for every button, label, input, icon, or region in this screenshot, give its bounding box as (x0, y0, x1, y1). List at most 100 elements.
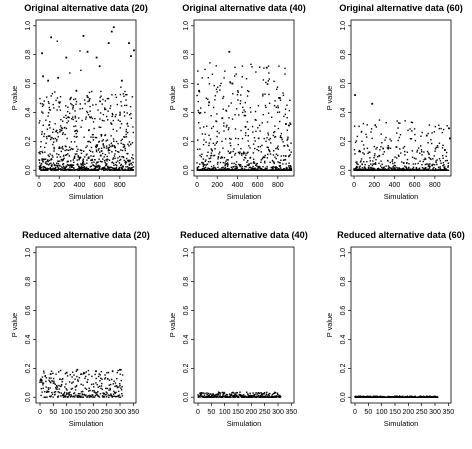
data-point (59, 101, 61, 103)
data-point (234, 114, 236, 116)
data-point (368, 164, 370, 167)
data-point (439, 166, 441, 168)
data-point (48, 102, 50, 105)
data-point (108, 144, 111, 146)
data-point (254, 395, 256, 397)
data-point (360, 158, 363, 160)
data-point (275, 157, 277, 160)
data-point (279, 120, 281, 123)
data-point (111, 396, 113, 398)
data-point (43, 165, 45, 168)
data-point (120, 139, 122, 142)
data-point (88, 396, 91, 398)
data-point (288, 162, 290, 164)
data-point (58, 371, 60, 373)
data-point (384, 139, 386, 141)
data-point (361, 163, 363, 165)
data-point (128, 42, 130, 45)
data-point (433, 155, 435, 157)
data-point (40, 167, 43, 169)
data-point (232, 396, 235, 398)
data-point (264, 162, 266, 164)
x-tick-label: 0 (37, 182, 41, 189)
data-point (245, 166, 247, 168)
data-point (125, 104, 128, 107)
data-point (51, 158, 53, 161)
data-point (366, 147, 369, 150)
data-point (442, 144, 444, 147)
data-point (289, 122, 291, 124)
data-point (246, 121, 249, 123)
data-point (242, 153, 245, 155)
data-point (115, 149, 117, 152)
data-point (209, 167, 211, 170)
data-point (442, 128, 445, 131)
data-point (208, 157, 210, 160)
data-point (115, 396, 117, 398)
data-point (118, 396, 120, 398)
data-point (122, 146, 125, 148)
data-point (120, 163, 122, 166)
data-point (392, 162, 394, 165)
data-point (111, 161, 114, 163)
data-point (219, 396, 221, 398)
data-point (103, 396, 106, 398)
data-point (246, 95, 249, 97)
data-point (240, 396, 243, 398)
data-point (199, 148, 201, 150)
data-point (41, 151, 44, 154)
data-point (245, 391, 248, 393)
data-point (100, 387, 102, 390)
data-point (253, 136, 256, 139)
data-point (232, 150, 234, 153)
data-point (72, 105, 75, 107)
y-tick-label: 0.4 (340, 334, 347, 344)
data-point (198, 89, 200, 92)
data-point (102, 113, 105, 116)
data-point (202, 395, 204, 398)
data-point (119, 127, 121, 129)
data-point (42, 384, 44, 386)
data-point (436, 163, 438, 166)
data-point (86, 159, 88, 161)
data-point (124, 160, 127, 163)
data-point (83, 394, 86, 396)
data-point (409, 395, 411, 397)
data-point (256, 162, 258, 165)
data-point (73, 392, 76, 394)
data-point (255, 168, 257, 170)
data-point (397, 139, 399, 142)
data-point (41, 391, 43, 393)
y-tick-label: 1.0 (25, 21, 32, 31)
data-point (132, 169, 135, 171)
data-point (84, 163, 86, 165)
data-point (95, 165, 97, 168)
data-point (40, 381, 43, 383)
data-point (114, 146, 116, 149)
data-point (444, 160, 447, 162)
y-tick-label: 1.0 (25, 248, 32, 258)
data-point (447, 165, 449, 167)
data-point (94, 394, 97, 397)
data-point (434, 150, 436, 152)
data-point (95, 150, 98, 153)
data-point (91, 90, 93, 93)
data-point (48, 377, 51, 379)
data-point (107, 148, 110, 151)
data-point (53, 141, 55, 143)
data-point (119, 169, 122, 171)
data-point (354, 94, 356, 97)
data-point (234, 152, 237, 155)
data-point (245, 132, 247, 134)
data-point (74, 153, 77, 155)
data-point (207, 392, 210, 395)
data-point (239, 165, 241, 168)
data-point (54, 137, 57, 140)
data-point (356, 135, 359, 138)
data-point (240, 154, 243, 156)
data-point (65, 393, 68, 396)
data-point (415, 158, 417, 160)
data-point (447, 162, 450, 164)
x-tick-label: 600 (252, 182, 264, 189)
data-point (267, 393, 270, 396)
